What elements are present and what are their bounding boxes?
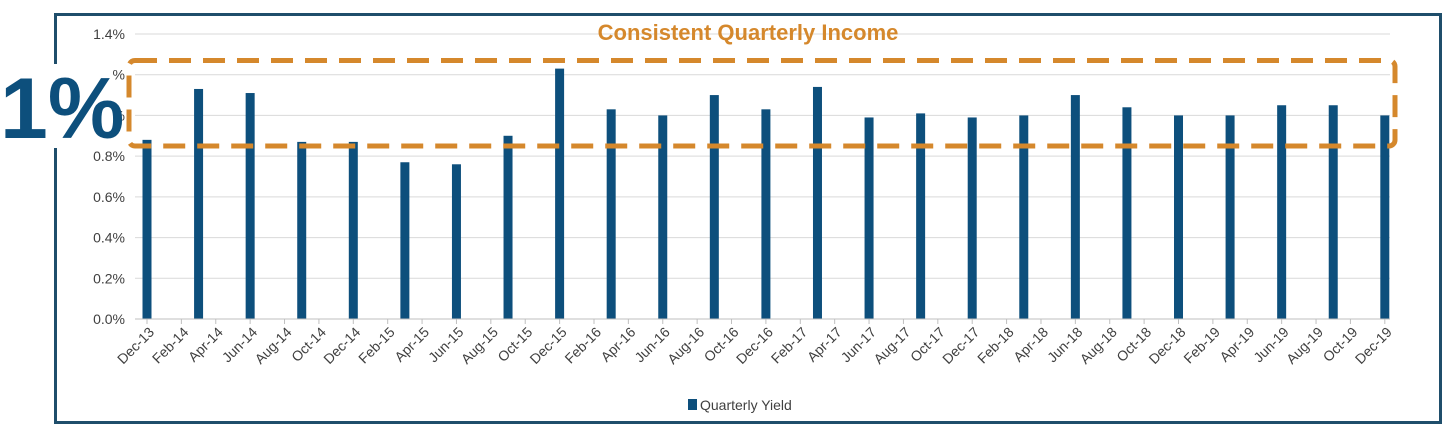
- bars: [142, 68, 1390, 320]
- y-tick-label: 0.4%: [93, 230, 125, 246]
- bar: [1328, 105, 1338, 319]
- x-tick-label: Feb-18: [974, 324, 1017, 367]
- x-tick-label: Dec-14: [320, 324, 363, 367]
- x-tick-label: Apr-18: [1010, 324, 1051, 365]
- x-tick-label: Aug-17: [870, 324, 913, 367]
- bar: [400, 162, 410, 319]
- x-tick-label: Apr-14: [185, 324, 226, 365]
- bar: [245, 93, 255, 320]
- bar: [555, 68, 565, 319]
- x-tick-label: Aug-14: [251, 324, 294, 367]
- bar: [1070, 95, 1080, 319]
- x-tick-label: Dec-15: [526, 324, 569, 367]
- bar: [1174, 115, 1184, 319]
- x-tick-label: Aug-15: [458, 324, 501, 367]
- x-tick-label: Apr-16: [597, 324, 638, 365]
- bar: [503, 135, 513, 319]
- bar: [1019, 115, 1029, 319]
- x-axis-ticks: Dec-13Feb-14Apr-14Jun-14Aug-14Oct-14Dec-…: [114, 319, 1395, 367]
- bar: [297, 141, 307, 319]
- bar: [864, 117, 874, 319]
- y-tick-label: 1.4%: [93, 26, 125, 42]
- x-tick-label: Aug-18: [1077, 324, 1120, 367]
- bar: [658, 115, 668, 319]
- y-tick-label: 0.8%: [93, 148, 125, 164]
- x-tick-label: Apr-17: [804, 324, 845, 365]
- x-tick-label: Aug-16: [664, 324, 707, 367]
- x-tick-label: Feb-14: [149, 324, 192, 367]
- bar: [916, 113, 926, 320]
- bar: [1380, 115, 1390, 319]
- bar: [1225, 115, 1235, 319]
- bar: [606, 109, 616, 319]
- legend-swatch: [688, 399, 697, 410]
- x-tick-label: Feb-15: [355, 324, 398, 367]
- x-tick-label: Apr-15: [391, 324, 432, 365]
- bar: [142, 139, 152, 319]
- bar: [1277, 105, 1287, 319]
- x-tick-label: Dec-17: [939, 324, 982, 367]
- x-tick-label: Aug-19: [1283, 324, 1326, 367]
- bar: [194, 88, 204, 319]
- x-tick-label: Feb-19: [1180, 324, 1223, 367]
- x-tick-label: Dec-16: [733, 324, 776, 367]
- x-tick-label: Apr-19: [1216, 324, 1257, 365]
- bar: [1122, 107, 1132, 320]
- x-tick-label: Feb-17: [768, 324, 811, 367]
- label-backdrop: [0, 64, 112, 148]
- bar: [709, 95, 719, 319]
- x-tick-label: Dec-13: [114, 324, 157, 367]
- x-tick-label: Feb-16: [561, 324, 604, 367]
- y-tick-label: 0.0%: [93, 311, 125, 327]
- one-percent-label: 1%: [0, 61, 124, 157]
- legend-label: Quarterly Yield: [700, 397, 792, 413]
- y-tick-label: 0.2%: [93, 270, 125, 286]
- chart-title: Consistent Quarterly Income: [598, 20, 899, 45]
- x-tick-label: Dec-18: [1145, 324, 1188, 367]
- chart-frame: [54, 13, 1442, 424]
- bar: [967, 117, 977, 319]
- highlight-box: [126, 57, 1398, 149]
- y-axis-ticks: 0.0%0.2%0.4%0.6%0.8%1.0%1.2%1.4%: [93, 26, 125, 327]
- legend: Quarterly Yield: [688, 397, 792, 413]
- x-tick-label: Dec-19: [1352, 324, 1395, 367]
- bar: [348, 141, 358, 319]
- bar: [451, 164, 461, 319]
- y-tick-label: 0.6%: [93, 189, 125, 205]
- bar: [761, 109, 771, 319]
- bar: [812, 86, 822, 319]
